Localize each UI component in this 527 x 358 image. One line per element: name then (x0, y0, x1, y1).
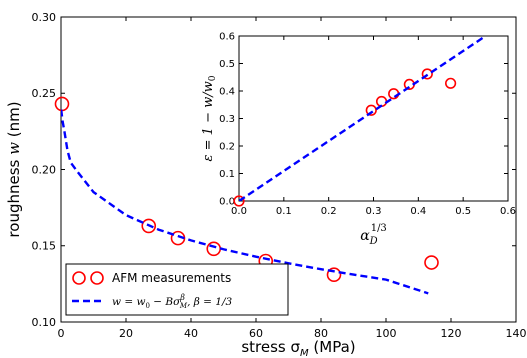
x-axis-label: stress σM (MPa) (241, 338, 355, 358)
legend-label: AFM measurements (112, 271, 231, 285)
legend-formula-part: 0 (145, 302, 149, 310)
inset-x-label-superscript: 1/3 (371, 223, 387, 234)
y-axis-label-var: w (5, 142, 23, 155)
legend-formula-part: M (179, 302, 188, 310)
legend-frame (65, 263, 289, 316)
inset-x-label-subscript: D (369, 236, 378, 247)
data-point (421, 68, 433, 80)
y-tick-label: 0.2 (219, 142, 235, 153)
y-tick-label: 0.1 (219, 169, 235, 180)
y-tick-label: 0.3 (219, 114, 235, 125)
legend-formula-part: , β = 1/3 (187, 296, 232, 308)
x-axis-label-part: (MPa) (309, 338, 356, 356)
inset-y-label-part: ε = 1 − w/w (201, 81, 216, 161)
plot-frame (238, 35, 509, 202)
x-axis-label-subscript: M (300, 348, 309, 358)
y-tick-label: 0.25 (32, 87, 57, 100)
x-tick-label: 0.4 (410, 206, 426, 217)
x-tick-label: 0.1 (276, 206, 292, 217)
fit-curve (61, 109, 429, 295)
x-tick-label: 0.0 (231, 206, 247, 217)
y-axis-label: roughness w (nm) (5, 101, 23, 237)
fit-curve (239, 36, 487, 201)
inset-y-label-subscript: 0 (208, 75, 218, 81)
x-tick-label: 40 (184, 327, 198, 340)
y-tick-label: 0.10 (32, 316, 57, 329)
inset-x-label-symbol: α (360, 228, 370, 244)
x-tick-label: 0.3 (366, 206, 382, 217)
x-tick-label: 0.5 (455, 206, 471, 217)
data-point (326, 267, 342, 283)
x-tick-label: 20 (119, 327, 133, 340)
y-tick-label: 0.15 (32, 240, 57, 253)
legend-label: w = w0 − Bσβ M, β = 1/3 (112, 293, 233, 310)
x-tick-label: 0 (58, 327, 65, 340)
x-tick-label: 60 (249, 327, 263, 340)
y-axis-label-part: roughness (5, 155, 23, 238)
x-tick-label: 80 (314, 327, 328, 340)
data-point (365, 104, 377, 116)
x-tick-label: 0.2 (321, 206, 337, 217)
data-point (445, 77, 457, 89)
y-tick-label: 0.0 (219, 197, 235, 208)
y-tick-label: 0.5 (219, 59, 235, 70)
x-axis-label-part: stress σ (241, 338, 300, 356)
y-tick-label: 0.30 (32, 11, 57, 24)
inset-y-axis-label: ε = 1 − w/w0 (201, 75, 218, 161)
y-tick-label: 0.6 (219, 32, 235, 43)
x-tick-label: 140 (506, 327, 527, 340)
data-point (233, 195, 245, 207)
legend-formula-part: β (179, 293, 185, 302)
x-tick-label: 120 (441, 327, 462, 340)
inset-chart: 0.0 0.1 0.2 0.3 0.4 0.5 0.60.00.10.20.30.40.50… (201, 32, 516, 248)
y-tick-label: 0.4 (219, 87, 235, 98)
inset-x-axis-label: αD 1/3 (360, 223, 387, 247)
y-tick-label: 0.20 (32, 163, 57, 176)
legend: AFM measurements w = w0 − Bσβ M, β = 1/3 (65, 263, 289, 316)
x-tick-label: 100 (376, 327, 397, 340)
x-tick-label: 0.6 (500, 206, 516, 217)
y-axis-label-part: (nm) (5, 101, 23, 142)
data-point (141, 218, 157, 234)
legend-marker (90, 271, 104, 285)
data-point (424, 255, 439, 270)
legend-formula-part: w = w (112, 296, 145, 308)
legend-marker (72, 271, 86, 285)
legend-formula-part: − Bσ (150, 296, 181, 308)
